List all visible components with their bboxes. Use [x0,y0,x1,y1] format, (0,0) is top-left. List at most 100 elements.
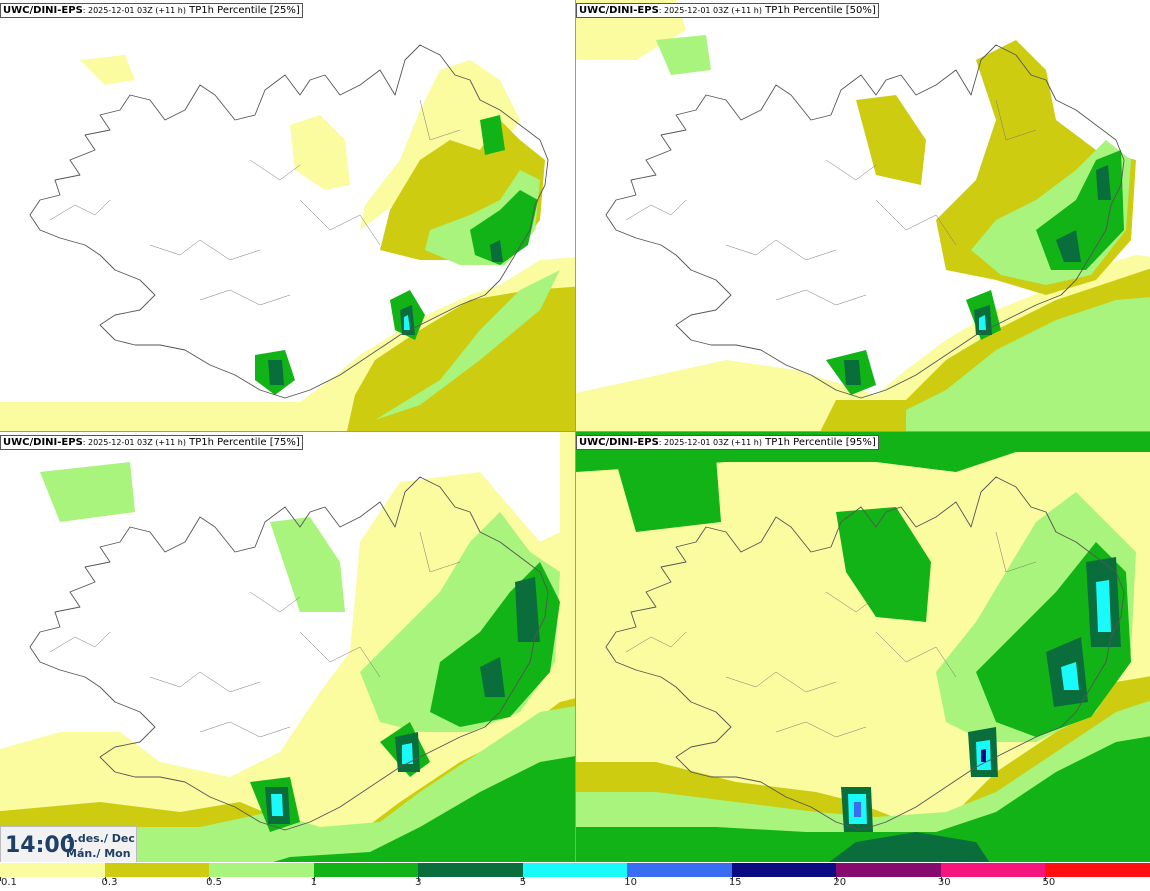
precip-core [1061,662,1079,690]
colorbar-swatch [209,863,315,877]
precip-area [360,60,520,230]
run-info: : 2025-12-01 03Z (+11 h) [82,438,186,447]
coastline [605,44,1125,399]
colorbar-tick [313,877,315,881]
precip-core [844,360,861,385]
precip-colorbar: 0.1 0.3 0.5 1 3 5 10 15 20 30 50 [0,862,1150,891]
precip-area [270,517,345,612]
precip-map-p25 [0,44,575,431]
precip-area [80,55,135,85]
colorbar-swatch [522,863,629,877]
field-label: TP1h Percentile [75%] [185,437,300,448]
precip-core [1096,165,1111,200]
precip-area [828,832,990,863]
panel-title-p25: UWC/DINI-EPS: 2025-12-01 03Z (+11 h) TP1… [0,3,303,18]
panel-title-p95: UWC/DINI-EPS: 2025-12-01 03Z (+11 h) TP1… [576,435,879,450]
precip-area [480,115,505,155]
colorbar-swatch [731,863,838,877]
road-network [49,99,461,306]
model-name: UWC/DINI-EPS [3,437,83,448]
colorbar-tick [418,877,420,881]
precip-map-p50 [576,0,1150,431]
precip-core [402,743,413,764]
colorbar-swatch [627,863,733,877]
precip-area [470,190,538,265]
valid-time: 14:00 [5,833,76,858]
colorbar-tick-label: 1 [310,877,317,888]
run-info: : 2025-12-01 03Z (+11 h) [658,438,762,447]
field-label: TP1h Percentile [50%] [761,5,876,16]
precip-core [404,315,410,330]
precip-core [854,802,861,817]
precip-area [270,756,575,863]
colorbar-tick-label: 0.3 [101,877,118,888]
colorbar-tick-label: 0.1 [1,877,17,888]
map-panel-p25: UWC/DINI-EPS: 2025-12-01 03Z (+11 h) TP1… [0,0,575,431]
model-name: UWC/DINI-EPS [579,5,659,16]
precip-map-p95 [576,432,1150,863]
colorbar-tick [836,877,838,881]
coastline [29,476,549,831]
precip-area [856,95,926,185]
coastline [29,44,549,399]
precip-map-p75 [0,432,575,863]
valid-date: 1.des./ Dec [66,832,135,845]
precip-area [0,432,575,863]
precip-area [40,462,135,522]
coastline [605,476,1125,831]
colorbar-tick [209,877,211,881]
panel-title-p50: UWC/DINI-EPS: 2025-12-01 03Z (+11 h) TP1… [576,3,879,18]
map-panel-p50: UWC/DINI-EPS: 2025-12-01 03Z (+11 h) TP1… [576,0,1150,431]
colorbar-swatch [940,863,1047,877]
precip-core [515,577,540,642]
colorbar-tick [104,877,106,881]
run-info: : 2025-12-01 03Z (+11 h) [658,6,762,15]
precip-area [836,507,931,622]
field-label: TP1h Percentile [25%] [185,5,300,16]
colorbar-swatch [104,863,211,877]
colorbar-tick-label: 20 [833,877,847,888]
colorbar-tick [1045,877,1047,881]
colorbar-swatch [836,863,942,877]
colorbar-tick-label: 5 [519,877,527,888]
precip-core [490,240,503,262]
model-name: UWC/DINI-EPS [3,5,83,16]
precip-area [576,432,1150,863]
precip-area [375,270,560,420]
precip-area [616,457,721,532]
precip-core [271,794,283,816]
colorbar-tick-label: 3 [415,877,422,888]
precip-area [576,736,1150,863]
precip-area [656,35,711,75]
precip-core [1056,230,1081,262]
colorbar-tick-label: 0.5 [206,877,222,888]
colorbar-tick [940,877,942,881]
panel-title-p75: UWC/DINI-EPS: 2025-12-01 03Z (+11 h) TP1… [0,435,303,450]
road-network [625,99,1037,306]
map-panel-p75: UWC/DINI-EPS: 2025-12-01 03Z (+11 h) TP1… [0,432,575,863]
precip-core [1096,580,1111,632]
colorbar-swatch [418,863,524,877]
model-name: UWC/DINI-EPS [579,437,659,448]
precip-core [268,360,284,385]
colorbar-tick-label: 30 [937,877,951,888]
field-label: TP1h Percentile [95%] [761,437,876,448]
valid-time-box: 14:00 1.des./ Dec Mán./ Mon [0,826,137,864]
map-panel-p95: UWC/DINI-EPS: 2025-12-01 03Z (+11 h) TP1… [576,432,1150,863]
precip-area [290,115,350,190]
precip-core [979,315,986,330]
colorbar-swatch [0,863,106,877]
colorbar-tick [627,877,629,881]
colorbar-tick [0,877,1,881]
colorbar-tick [522,877,524,881]
precip-area [906,297,1150,431]
colorbar-tick [731,877,733,881]
road-network [49,531,461,738]
precip-core [981,749,986,762]
valid-weekday: Mán./ Mon [66,847,131,860]
colorbar-tick-label: 50 [1042,877,1056,888]
colorbar-tick-label: 15 [728,877,742,888]
run-info: : 2025-12-01 03Z (+11 h) [82,6,186,15]
precip-core [480,657,505,697]
colorbar-tick-label: 10 [624,877,637,888]
